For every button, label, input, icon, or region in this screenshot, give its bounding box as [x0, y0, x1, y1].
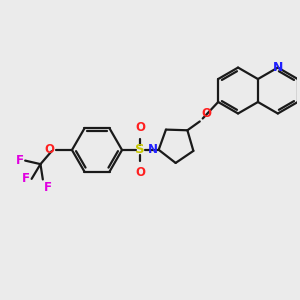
Text: S: S — [136, 143, 145, 157]
Text: F: F — [22, 172, 30, 185]
Text: O: O — [201, 107, 211, 120]
Text: N: N — [148, 143, 158, 156]
Text: O: O — [135, 167, 145, 179]
Text: F: F — [16, 154, 24, 167]
Text: F: F — [44, 181, 51, 194]
Text: O: O — [45, 143, 55, 157]
Text: N: N — [273, 61, 283, 74]
Text: O: O — [135, 121, 145, 134]
